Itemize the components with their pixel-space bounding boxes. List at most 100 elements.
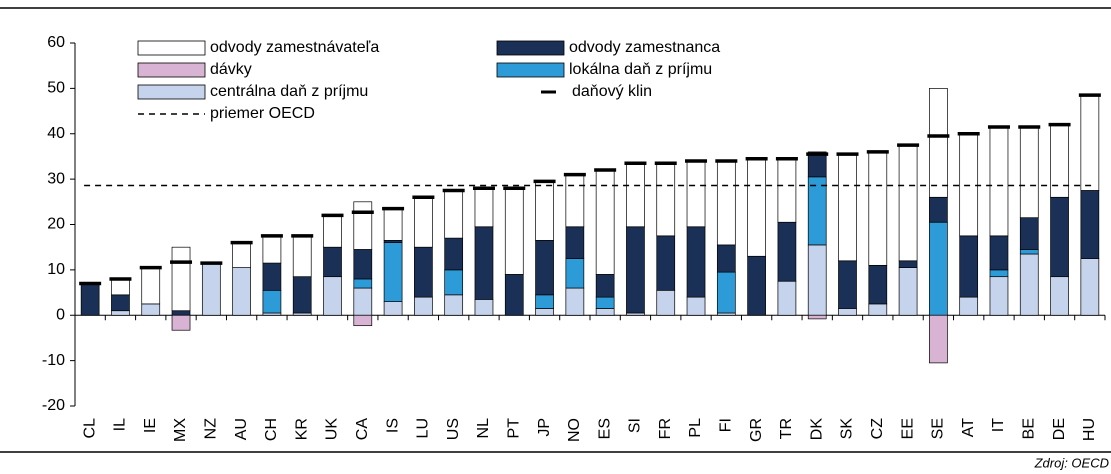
bar-segment — [807, 176, 827, 246]
x-tick-label: PL — [687, 418, 704, 438]
x-tick-label: NL — [475, 418, 492, 439]
bar-segment — [807, 151, 827, 178]
bar-segment — [595, 274, 615, 298]
bar-segment — [474, 187, 494, 228]
bar-segment — [1050, 196, 1069, 278]
bar-segment — [353, 314, 373, 327]
bar-segment — [929, 196, 948, 223]
bar-segment — [171, 310, 191, 316]
bar-segment — [777, 158, 797, 223]
y-tick-label: 10 — [47, 261, 65, 278]
bar-segment — [656, 235, 676, 291]
bar-segment — [444, 269, 464, 296]
bar-segment — [959, 235, 979, 298]
x-tick-label: FI — [718, 418, 735, 432]
bar-segment — [716, 271, 736, 314]
y-tick-label: 60 — [47, 34, 65, 51]
x-tick-label: ES — [596, 418, 613, 439]
x-tick-label: DK — [808, 418, 825, 441]
x-tick-label: EE — [899, 418, 916, 439]
bar-segment — [838, 308, 857, 316]
bar-segment — [868, 303, 888, 316]
y-tick-label: 20 — [47, 216, 65, 233]
bar-segment — [383, 208, 403, 241]
y-tick-label: 40 — [47, 125, 65, 142]
legend-label: dávky — [210, 61, 252, 78]
bar-segment — [414, 246, 433, 298]
bar-segment — [686, 226, 706, 298]
bar-segment — [1019, 217, 1039, 250]
legend-swatch — [137, 40, 206, 56]
x-tick-label: NO — [566, 418, 583, 442]
x-tick-label: FR — [657, 418, 674, 439]
bar-segment — [565, 226, 585, 259]
y-tick-label: 0 — [56, 306, 65, 323]
bar-segment — [807, 314, 827, 320]
bar-segment — [565, 287, 585, 316]
legend-label: daňový klin — [572, 83, 652, 100]
bar-segment — [929, 314, 948, 364]
bar-segment — [504, 274, 524, 316]
bar-segment — [353, 249, 373, 280]
x-tick-label: NZ — [203, 418, 220, 440]
y-tick-label: -10 — [42, 352, 65, 369]
bar-segment — [171, 314, 191, 331]
x-tick-label: BE — [1020, 418, 1037, 439]
x-tick-label: IE — [142, 418, 159, 433]
bar-segment — [595, 308, 615, 316]
legend-swatch — [496, 62, 565, 78]
x-tick-label: LU — [415, 418, 432, 438]
bar-segment — [807, 244, 827, 316]
bar-segment — [535, 181, 554, 241]
bar-segment — [232, 267, 251, 316]
bar-segment — [171, 246, 191, 312]
bar-segment — [565, 258, 585, 289]
bar-segment — [898, 267, 918, 316]
x-tick-label: PT — [505, 418, 522, 439]
bar-segment — [474, 299, 494, 316]
x-tick-label: CH — [263, 418, 280, 441]
bar-segment — [535, 294, 554, 309]
legend-label: priemer OECD — [210, 105, 315, 122]
bar-segment — [141, 303, 161, 316]
bar-segment — [414, 296, 433, 316]
bar-segment — [111, 278, 130, 296]
bar-segment — [383, 242, 403, 302]
bar-segment — [262, 262, 282, 291]
legend-label: lokálna daň z príjmu — [569, 61, 712, 78]
bar-segment — [929, 88, 948, 198]
bar-segment — [656, 289, 676, 316]
x-tick-label: UK — [324, 418, 341, 441]
x-tick-label: SK — [839, 418, 856, 440]
bar-segment — [838, 153, 857, 262]
bar-segment — [353, 287, 373, 316]
bar-segment — [747, 255, 766, 316]
bar-segment — [838, 260, 857, 309]
bar-segment — [989, 269, 1009, 278]
x-tick-label: US — [445, 418, 462, 440]
x-tick-label: CA — [354, 418, 371, 441]
x-tick-label: KR — [293, 418, 310, 440]
bar-segment — [1050, 124, 1069, 198]
bar-segment — [1019, 249, 1039, 255]
bar-segment — [626, 226, 645, 314]
bar-segment — [989, 235, 1009, 271]
bar-segment — [323, 215, 342, 248]
bar-segment — [535, 308, 554, 316]
x-tick-label: GR — [748, 418, 765, 442]
bar-segment — [686, 160, 706, 228]
x-tick-label: SI — [627, 418, 644, 433]
bar-segment — [444, 294, 464, 316]
bar-segment — [595, 296, 615, 309]
bar-segment — [323, 276, 342, 316]
bar-segment — [1019, 126, 1039, 219]
y-tick-label: 30 — [47, 170, 65, 187]
y-tick-label: 50 — [47, 80, 65, 97]
bar-segment — [989, 276, 1009, 316]
x-tick-label: AU — [233, 418, 250, 440]
x-tick-label: IL — [112, 418, 129, 431]
x-tick-label: DE — [1051, 418, 1068, 440]
legend-swatch — [137, 84, 206, 100]
bar-segment — [656, 162, 676, 237]
